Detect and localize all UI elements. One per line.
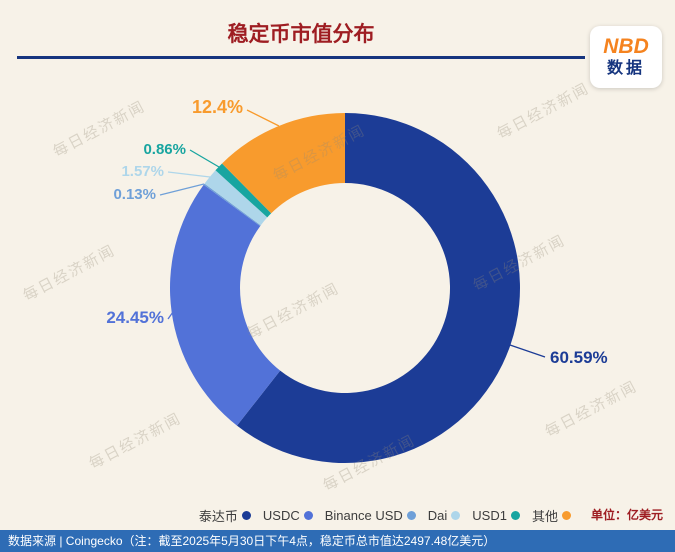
legend-item-其他[interactable]: 其他 [532,506,571,525]
label-line-Dai [167,171,211,178]
source-bar: 数据来源 | Coingecko（注：截至2025年5月30日下午4点，稳定币总… [0,530,675,552]
slice-percent-label-Binance USD: 0.13% [113,186,156,203]
legend-item-USDC[interactable]: USDC [263,508,313,523]
legend-marker [510,511,520,520]
page-title: 稳定币市值分布 [227,23,375,46]
pie-slice-USDC[interactable] [169,184,281,426]
pie-slice-Binance USD[interactable] [203,183,261,227]
label-line-泰达币 [509,344,546,358]
chart-legend: 泰达币 USDC Binance USD Dai USD1 其他 [199,506,571,525]
legend-marker [303,511,313,520]
legend-item-label: 泰达币 [198,509,238,524]
slice-percent-label-USDC: 24.45% [106,308,164,327]
legend-item-label: 其他 [531,509,558,524]
legend-marker [406,511,416,520]
slice-percent-label-Dai: 1.57% [121,163,164,180]
legend-marker [451,511,461,520]
unit-label: 单位：亿美元 [590,508,663,522]
legend-item-label: Binance USD [324,508,403,523]
nbd-logo-subtext: 数据 [606,60,645,77]
legend-item-label: USD1 [472,508,507,523]
nbd-logo-text: NBD [603,35,649,58]
legend-item-USD1[interactable]: USD1 [472,508,520,523]
label-line-其他 [246,109,280,127]
nbd-logo: NBD 数据 [590,26,662,88]
label-line-USD1 [189,149,220,168]
legend-item-Binance USD[interactable]: Binance USD [325,508,416,523]
label-line-USDC [167,311,174,320]
legend-item-Dai[interactable]: Dai [428,508,461,523]
legend-item-label: USDC [262,508,300,523]
pie-slice-Dai[interactable] [204,170,268,226]
donut-chart: 60.59% 24.45% 0.13% 1.57% 0.86% 12.4% [106,97,608,463]
slice-percent-label-USD1: 0.86% [143,141,186,158]
slice-percent-label-泰达币: 60.59% [550,348,608,367]
legend-item-泰达币[interactable]: 泰达币 [199,506,251,525]
label-line-Binance USD [159,183,205,196]
pie-slice-USD1[interactable] [215,163,272,218]
pie-slice-泰达币[interactable] [236,113,520,463]
pie-slice-其他[interactable] [222,113,345,214]
slice-percent-label-其他: 12.4% [192,97,243,117]
legend-marker [241,511,251,520]
legend-item-label: Dai [427,508,448,523]
legend-marker [562,511,571,520]
title-divider [17,56,585,59]
